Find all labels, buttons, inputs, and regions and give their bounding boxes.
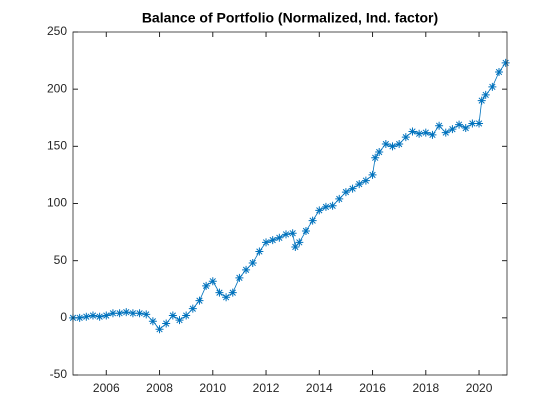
marker: [82, 312, 91, 321]
marker: [371, 153, 380, 162]
marker: [188, 304, 197, 313]
marker: [441, 128, 450, 137]
y-tick-label: 0: [60, 310, 67, 324]
marker: [321, 202, 330, 211]
x-tick-label: 2008: [146, 381, 173, 395]
marker: [291, 242, 300, 251]
marker: [135, 309, 144, 318]
marker: [182, 311, 191, 320]
marker: [248, 258, 257, 267]
marker: [228, 288, 237, 297]
marker: [415, 129, 424, 138]
marker: [262, 238, 271, 247]
marker: [148, 317, 157, 326]
marker: [375, 148, 384, 157]
x-tick-label: 2014: [306, 381, 333, 395]
marker: [235, 273, 244, 282]
y-tick-label: 100: [47, 196, 67, 210]
marker: [477, 96, 486, 105]
axes-box: [72, 31, 508, 376]
marker: [88, 311, 97, 320]
marker: [175, 316, 184, 325]
y-tick-label: 250: [47, 24, 67, 38]
marker: [315, 206, 324, 215]
marker: [421, 128, 430, 137]
marker: [335, 194, 344, 203]
marker: [448, 125, 457, 134]
marker: [501, 58, 510, 67]
marker: [428, 130, 437, 139]
marker: [95, 312, 104, 321]
marker: [328, 201, 337, 210]
x-tick-label: 2016: [359, 381, 386, 395]
y-tick-label: 200: [47, 81, 67, 95]
x-tick-label: 2018: [412, 381, 439, 395]
marker: [388, 142, 397, 151]
marker: [275, 233, 284, 242]
marker: [222, 293, 231, 302]
marker: [368, 170, 377, 179]
marker: [208, 277, 217, 286]
marker: [361, 176, 370, 185]
marker: [408, 127, 417, 136]
marker: [128, 309, 137, 318]
marker: [355, 180, 364, 189]
marker: [142, 310, 151, 319]
marker: [102, 311, 111, 320]
marker: [381, 140, 390, 149]
marker: [468, 119, 477, 128]
x-tick-label: 2012: [253, 381, 280, 395]
marker: [435, 121, 444, 130]
marker: [295, 238, 304, 247]
x-tick-label: 2006: [93, 381, 120, 395]
marker: [202, 281, 211, 290]
marker: [461, 124, 470, 133]
marker: [122, 308, 131, 317]
marker: [495, 68, 504, 77]
marker: [481, 90, 490, 99]
marker: [242, 265, 251, 274]
marker: [215, 288, 224, 297]
marker: [348, 184, 357, 193]
y-tick-label: 50: [54, 253, 68, 267]
marker: [155, 325, 164, 334]
marker: [162, 319, 171, 328]
marker: [268, 236, 277, 245]
y-tick-label: -50: [50, 367, 68, 381]
x-tick-label: 2010: [199, 381, 226, 395]
marker: [488, 82, 497, 91]
marker: [108, 309, 117, 318]
marker: [301, 226, 310, 235]
marker: [288, 229, 297, 238]
y-tick-label: 150: [47, 139, 67, 153]
marker: [395, 140, 404, 149]
marker: [401, 133, 410, 142]
marker: [475, 119, 484, 128]
marker: [75, 313, 84, 322]
marker: [308, 216, 317, 225]
marker: [455, 120, 464, 129]
marker: [195, 296, 204, 305]
marker: [282, 230, 291, 239]
x-tick-label: 2020: [466, 381, 493, 395]
marker: [255, 247, 264, 256]
marker: [115, 309, 124, 318]
marker: [168, 311, 177, 320]
marker: [341, 188, 350, 197]
chart-title: Balance of Portfolio (Normalized, Ind. f…: [142, 10, 438, 26]
